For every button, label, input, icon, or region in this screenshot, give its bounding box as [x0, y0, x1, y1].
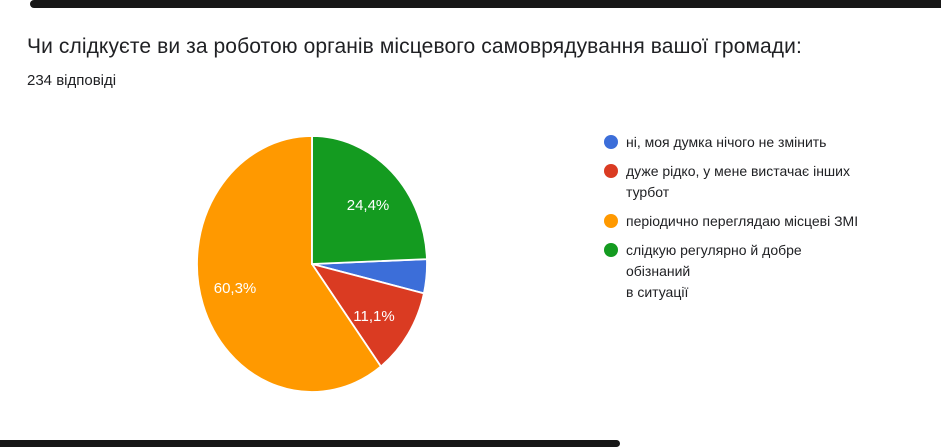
- legend-color-dot: [604, 164, 618, 178]
- pie-chart: [196, 135, 428, 393]
- slice-percent-label-orange: 60,3%: [213, 280, 257, 297]
- legend-item: дуже рідко, у мене вистачає інших турбот: [604, 161, 866, 203]
- pie-slice[interactable]: [311, 135, 428, 265]
- chart-legend: ні, моя думка нічого не змінить дуже рід…: [604, 132, 866, 311]
- pie-slice[interactable]: [309, 262, 425, 368]
- legend-color-dot: [604, 243, 618, 257]
- top-edge-bar: [30, 0, 941, 8]
- legend-item: періодично переглядаю місцеві ЗМІ: [604, 211, 866, 232]
- legend-color-dot: [604, 214, 618, 228]
- page-title: Чи слідкуєте ви за роботою органів місце…: [27, 35, 802, 58]
- legend-item-label: ні, моя думка нічого не змінить: [626, 134, 827, 150]
- legend-item: ні, моя думка нічого не змінить: [604, 132, 866, 153]
- bottom-edge-bar: [0, 440, 620, 447]
- legend-item-label: періодично переглядаю місцеві ЗМІ: [626, 213, 859, 229]
- legend-item-label: дуже рідко, у мене вистачає інших турбот: [626, 163, 850, 200]
- legend-color-dot: [604, 135, 618, 149]
- slice-percent-label-red: 11,1%: [353, 308, 395, 325]
- pie-slice[interactable]: [196, 135, 383, 393]
- pie-svg: [196, 135, 428, 393]
- legend-item-label: слідкую регулярно й добре обізнаний в си…: [626, 242, 802, 300]
- legend-item: слідкую регулярно й добре обізнаний в си…: [604, 240, 866, 303]
- slice-percent-label-green: 24,4%: [346, 197, 390, 214]
- responses-count: 234 відповіді: [27, 72, 117, 89]
